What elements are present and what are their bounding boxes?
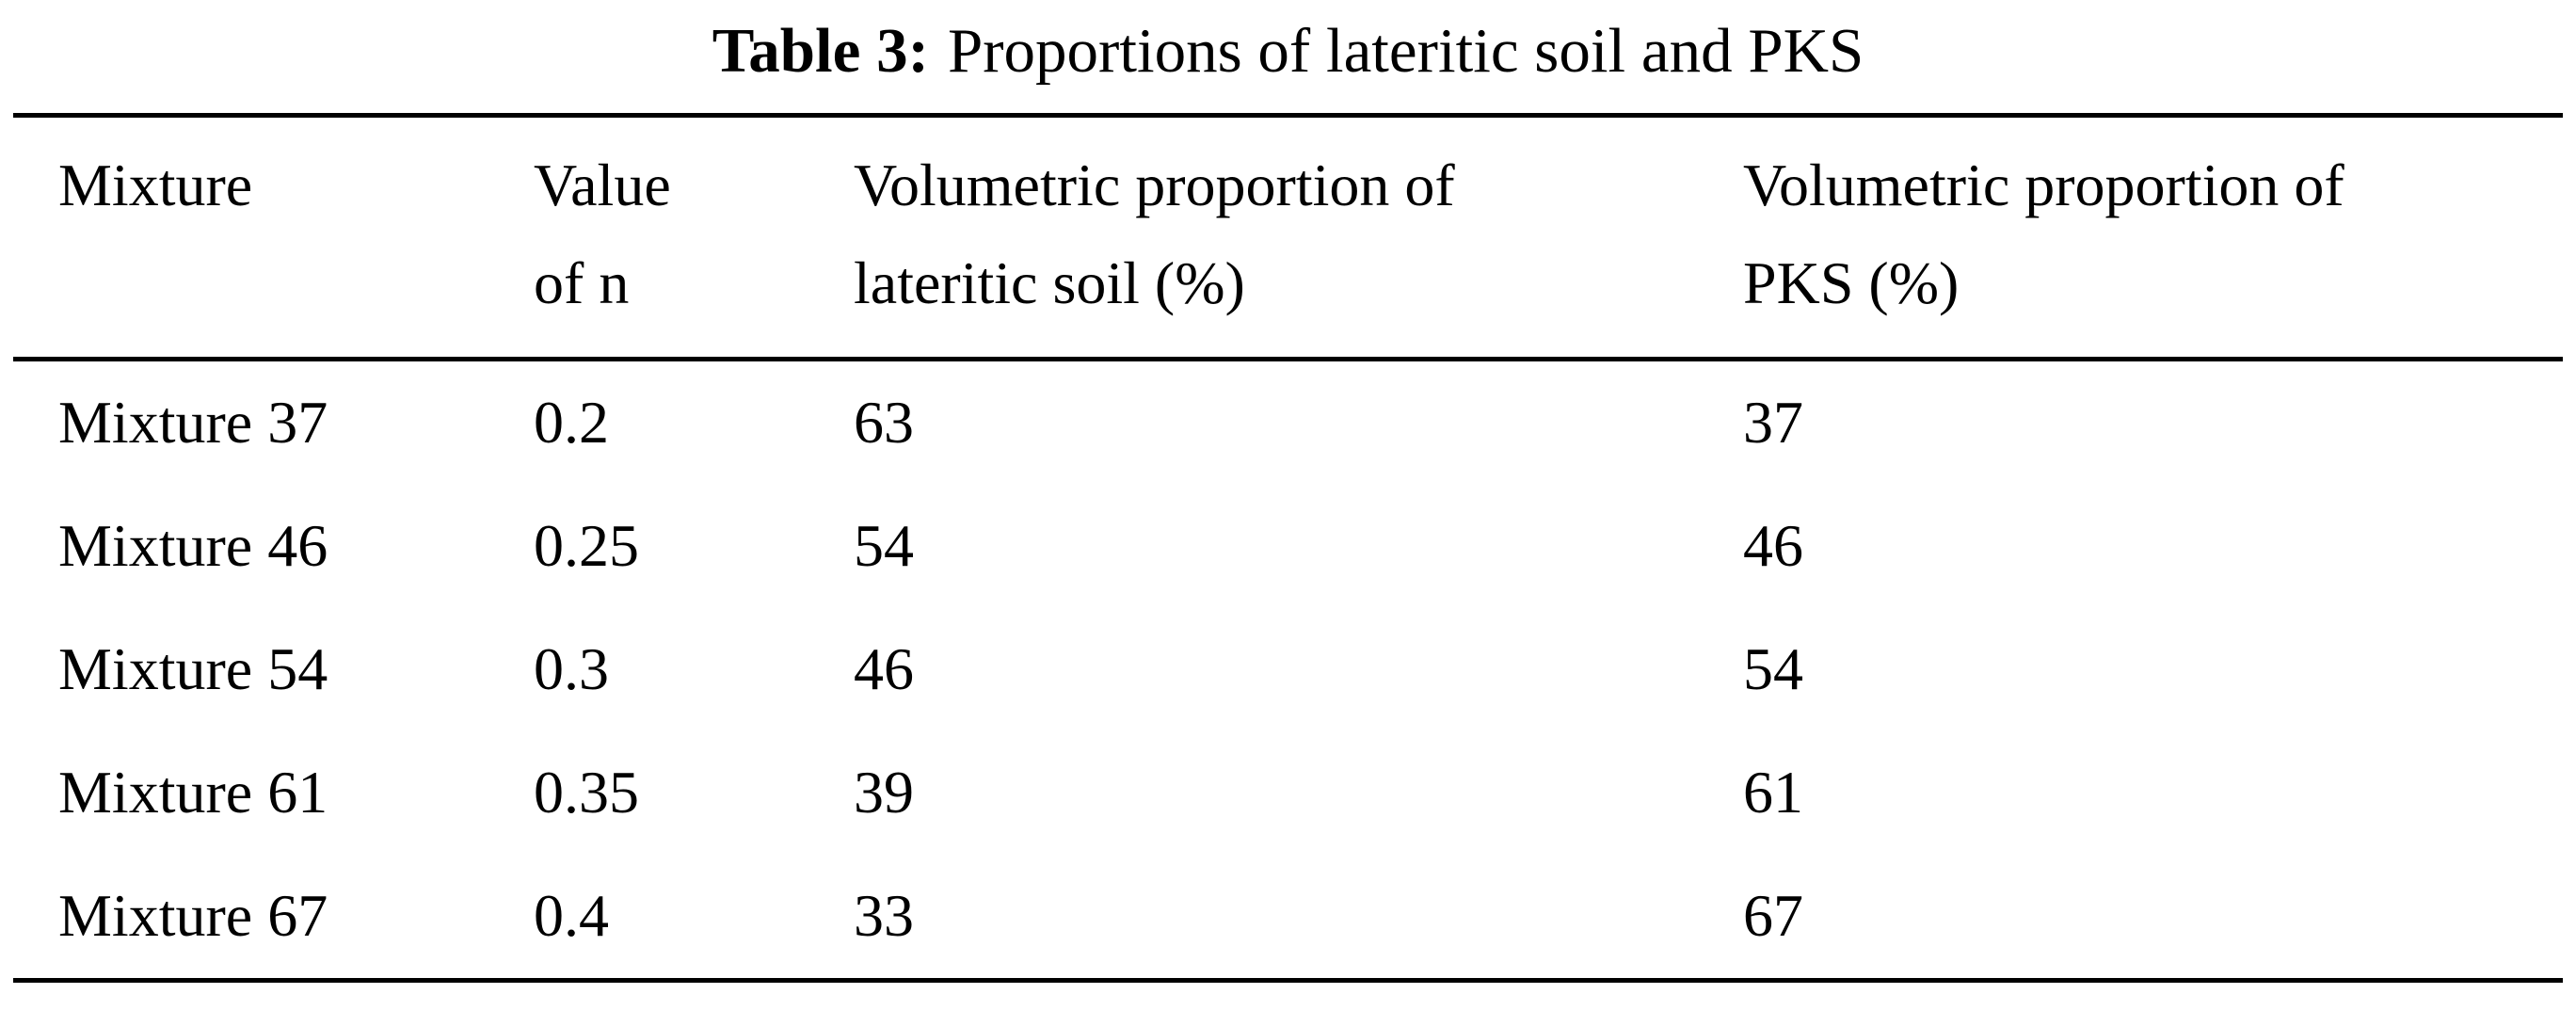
cell-proportion-lateritic-soil: 39: [854, 759, 914, 826]
cell-mixture: Mixture 67: [58, 882, 328, 950]
cell-proportion-lateritic-soil: 54: [854, 512, 914, 580]
cell-proportion-lateritic-soil: 46: [854, 635, 914, 703]
table-caption: Table 3: Proportions of lateritic soil an…: [13, 6, 2563, 113]
table-bottom-rule: [13, 977, 2563, 983]
header-mixture: Mixture: [58, 136, 534, 331]
table-row: Mixture 67 0.4 33 67: [13, 855, 2563, 978]
table-row: Mixture 46 0.25 54 46: [13, 485, 2563, 608]
cell-value-of-n: 0.35: [534, 759, 639, 826]
table-row: Mixture 54 0.3 46 54: [13, 608, 2563, 731]
table-top-rule: [13, 113, 2563, 119]
table-row: Mixture 61 0.35 39 61: [13, 731, 2563, 855]
cell-value-of-n: 0.4: [534, 882, 609, 950]
header-proportion-lateritic-soil-label: Volumetric proportion of lateritic soil …: [854, 152, 1455, 317]
cell-proportion-pks: 61: [1743, 759, 1803, 826]
table-caption-label: Table 3:: [712, 16, 929, 86]
header-proportion-pks-label: Volumetric proportion of PKS (%): [1743, 152, 2344, 317]
cell-proportion-pks: 37: [1743, 389, 1803, 457]
table-caption-text: Proportions of lateritic soil and PKS: [947, 16, 1864, 86]
header-value-of-n: Value of n: [534, 136, 854, 331]
cell-mixture: Mixture 46: [58, 512, 328, 580]
table-header-rule: [13, 356, 2563, 361]
header-proportion-lateritic-soil: Volumetric proportion of lateritic soil …: [854, 136, 1743, 331]
table-row: Mixture 37 0.2 63 37: [13, 361, 2563, 485]
cell-mixture: Mixture 37: [58, 389, 328, 457]
cell-mixture: Mixture 54: [58, 635, 328, 703]
cell-value-of-n: 0.3: [534, 635, 609, 703]
header-proportion-pks: Volumetric proportion of PKS (%): [1743, 136, 2563, 331]
cell-mixture: Mixture 61: [58, 759, 328, 826]
cell-value-of-n: 0.2: [534, 389, 609, 457]
header-value-of-n-label: Value of n: [534, 152, 671, 317]
cell-proportion-pks: 54: [1743, 635, 1803, 703]
cell-proportion-pks: 67: [1743, 882, 1803, 950]
table-header-row: Mixture Value of n Volumetric proportion…: [13, 118, 2563, 356]
header-mixture-label: Mixture: [58, 152, 253, 219]
cell-proportion-pks: 46: [1743, 512, 1803, 580]
cell-proportion-lateritic-soil: 33: [854, 882, 914, 950]
cell-proportion-lateritic-soil: 63: [854, 389, 914, 457]
cell-value-of-n: 0.25: [534, 512, 639, 580]
